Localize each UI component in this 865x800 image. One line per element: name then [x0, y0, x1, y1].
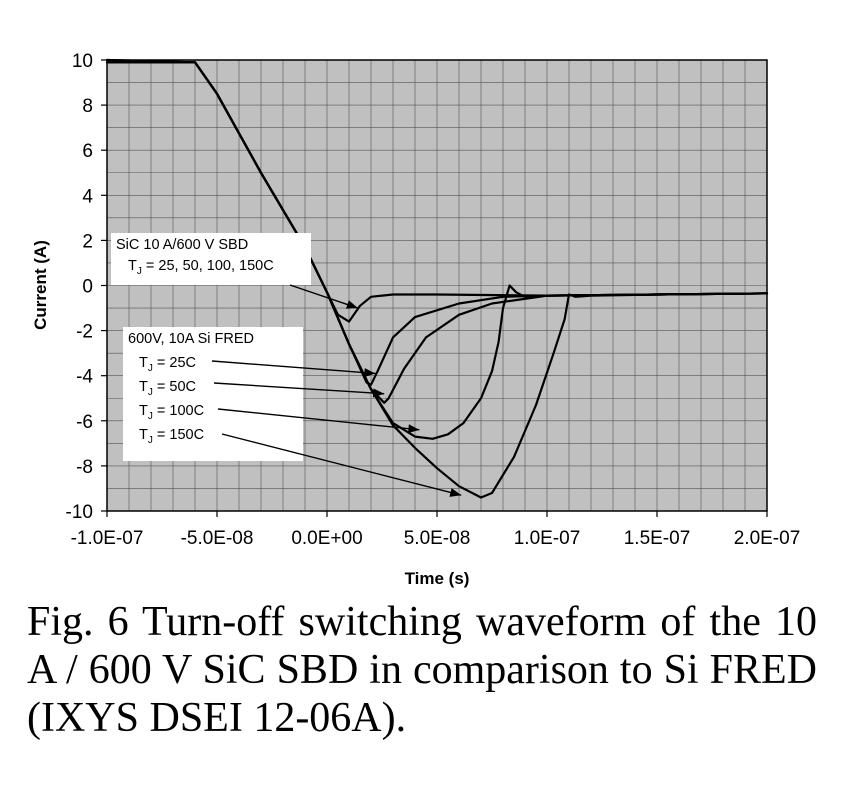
y-tick-label: -4: [76, 367, 93, 388]
x-tick-label: 1.0E-07: [514, 528, 581, 549]
annotation-text: SiC 10 A/600 V SBD: [116, 237, 248, 253]
x-tick-label: 0.0E+00: [291, 528, 362, 549]
y-tick-label: -6: [76, 412, 93, 433]
y-tick-label: 0: [82, 277, 93, 298]
annotation-text: TJ = 100C: [139, 403, 204, 422]
annotation-arrow: [211, 360, 376, 375]
annotation-text: TJ = 50C: [139, 379, 196, 398]
annotation-arrow: [221, 433, 462, 496]
ticks: -1.0E-07 -5.0E-08 0.0E+00 5.0E-08 1.0E-07 1.5…: [66, 51, 801, 549]
figure-caption: Fig. 6 Turn-off switching waveform of th…: [27, 599, 817, 741]
annotation-arrow: [213, 382, 385, 395]
annotation-arrowhead: [449, 488, 462, 497]
annotation-arrow: [217, 408, 420, 431]
annotations: SiC 10 A/600 V SBD TJ = 25, 50, 100, 150C…: [111, 233, 462, 497]
annotation-2: 600V, 10A Si FRED TJ = 25C TJ = 50C TJ = 10…: [123, 327, 462, 497]
x-tick-label: 1.5E-07: [624, 528, 691, 549]
annotation-arrowhead: [372, 388, 385, 398]
annotation-box: [123, 327, 303, 461]
annotation-text: TJ = 25, 50, 100, 150C: [128, 258, 274, 277]
chart: -1.0E-07 -5.0E-08 0.0E+00 5.0E-08 1.0E-07 1.5…: [31, 51, 801, 588]
y-tick-label: 2: [82, 231, 93, 252]
annotation-arrowhead: [407, 424, 420, 434]
y-axis-title: Current (A): [31, 240, 50, 330]
annotation-arrowhead: [345, 300, 358, 309]
annotation-1: SiC 10 A/600 V SBD TJ = 25, 50, 100, 150C: [111, 233, 359, 309]
y-tick-label: 8: [82, 96, 93, 117]
y-tick-label: 6: [82, 141, 93, 162]
y-tick-label: -8: [76, 457, 93, 478]
y-tick-label: -2: [76, 322, 93, 343]
annotation-arrowhead: [364, 368, 376, 378]
annotation-arrow: [289, 284, 359, 309]
x-tick-label: 2.0E-07: [734, 528, 801, 549]
x-tick-label: -1.0E-07: [71, 528, 144, 549]
y-tick-label: -10: [66, 502, 93, 523]
annotation-text: 600V, 10A Si FRED: [128, 331, 254, 347]
annotation-text: TJ = 150C: [139, 427, 204, 446]
plot-frame: [106, 59, 768, 512]
series-line-5: [105, 61, 769, 499]
annotation-box: [111, 233, 311, 285]
annotation-text: TJ = 25C: [139, 355, 196, 374]
y-tick-label: 4: [82, 186, 93, 207]
y-tick-label: 10: [72, 51, 93, 72]
series-group: [105, 58, 769, 499]
x-tick-label: 5.0E-08: [404, 528, 471, 549]
x-axis-title: Time (s): [405, 569, 470, 588]
x-tick-label: -5.0E-08: [181, 528, 254, 549]
